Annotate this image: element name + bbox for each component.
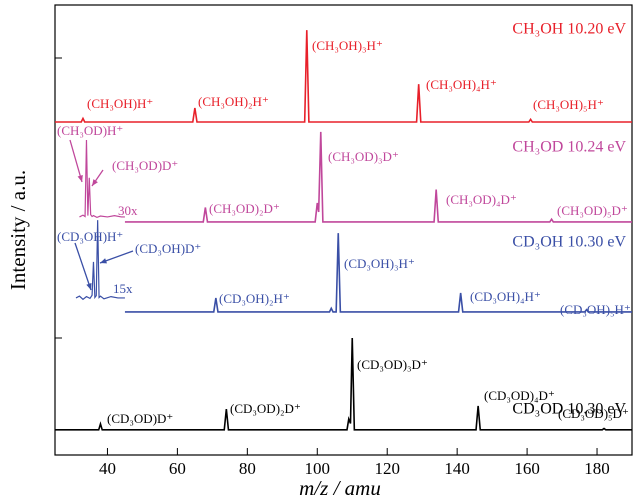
spectrum-line <box>55 337 632 431</box>
peak-label: (CD₃OH)₂H⁺ <box>219 291 290 306</box>
x-tick-label: 120 <box>374 459 400 478</box>
x-axis-label: m/z / amu <box>299 476 381 500</box>
arrow-head <box>86 283 92 290</box>
peak-label: (CD₃OH)D⁺ <box>135 241 201 256</box>
peak-label: (CD₃OD)D⁺ <box>107 411 173 426</box>
series-label: CD₃OH 10.30 eV <box>512 234 626 251</box>
inset-line <box>75 220 125 301</box>
spectrum-line <box>124 131 632 223</box>
peak-label: (CH₃OD)₃D⁺ <box>328 149 399 164</box>
spectrum-line <box>124 233 632 313</box>
x-tick-label: 140 <box>444 459 470 478</box>
peak-label: (CH₃OH)H⁺ <box>87 96 153 111</box>
series-label: CD₃OD 10.30 eV <box>512 401 626 418</box>
series-label: CH₃OD 10.24 eV <box>512 139 626 156</box>
x-tick-label: 40 <box>99 459 116 478</box>
inset-line <box>79 139 125 219</box>
peak-label: (CD₃OH)₄H⁺ <box>470 289 541 304</box>
peak-label: (CH₃OH)₅H⁺ <box>533 97 604 112</box>
inset-label: 30x <box>118 203 138 218</box>
x-tick-label: 100 <box>305 459 331 478</box>
x-tick-label: 80 <box>239 459 256 478</box>
peak-label: (CH₃OH)₄H⁺ <box>426 77 497 92</box>
arrow-head <box>77 175 83 182</box>
peak-label: (CD₃OD)₂D⁺ <box>230 401 301 416</box>
arrow <box>74 242 92 291</box>
x-tick-label: 60 <box>169 459 186 478</box>
x-tick-label: 160 <box>514 459 540 478</box>
arrow <box>69 139 83 183</box>
arrow-head <box>92 179 98 186</box>
peak-label: (CH₃OD)₅D⁺ <box>557 203 628 218</box>
inset-label: 15x <box>113 281 133 296</box>
peak-label: (CH₃OD)₂D⁺ <box>209 201 280 216</box>
peak-label: (CH₃OD)D⁺ <box>112 158 178 173</box>
series-label: CH₃OH 10.20 eV <box>512 21 626 38</box>
peak-label: (CD₃OD)₃D⁺ <box>357 357 428 372</box>
peak-label: (CH₃OD)H⁺ <box>57 123 123 138</box>
plot-frame <box>54 4 633 456</box>
y-axis-label: Intensity / a.u. <box>6 170 30 290</box>
peak-label: (CD₃OH)H⁺ <box>57 229 123 244</box>
x-tick-label: 180 <box>584 459 610 478</box>
peak-label: (CH₃OH)₂H⁺ <box>198 94 269 109</box>
peak-label: (CD₃OD)₄D⁺ <box>484 388 555 403</box>
peak-label: (CH₃OH)₃H⁺ <box>312 38 383 53</box>
peak-label: (CD₃OH)₃H⁺ <box>344 256 415 271</box>
spectrum-line <box>55 30 632 123</box>
arrow-head <box>100 258 107 264</box>
peak-label: (CH₃OD)₄D⁺ <box>446 192 517 207</box>
peak-label: (CD₃OD)₅D⁺ <box>558 406 629 421</box>
peak-label: (CD₃OH)₅H⁺ <box>560 302 631 317</box>
